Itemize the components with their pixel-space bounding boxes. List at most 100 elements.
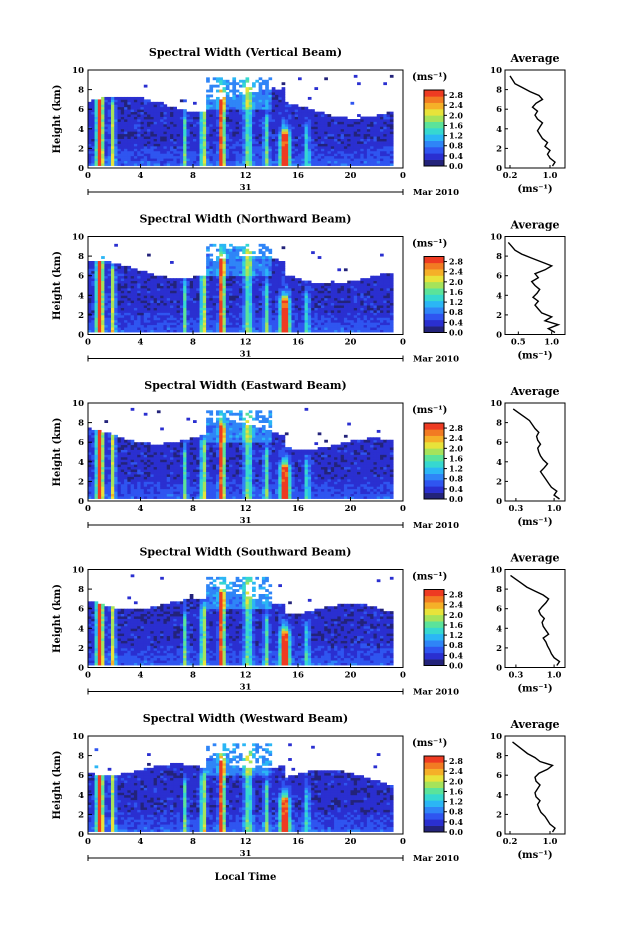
heatmap-cell xyxy=(261,92,266,95)
heatmap-cell xyxy=(252,136,256,139)
average-y-tick-label: 2 xyxy=(496,311,502,321)
heatmap-cell xyxy=(288,283,292,286)
heatmap-cell xyxy=(104,292,109,296)
heatmap-cell xyxy=(373,158,378,162)
heatmap-cell xyxy=(140,138,145,142)
heatmap-cell xyxy=(124,133,128,137)
heatmap-cell xyxy=(173,302,177,306)
heatmap-cell xyxy=(143,302,148,306)
heatmap-cell xyxy=(248,287,253,291)
heatmap-cell xyxy=(380,133,384,137)
heatmap-cell xyxy=(389,133,394,137)
heatmap-cell xyxy=(160,141,164,144)
heatmap-cell xyxy=(147,287,151,291)
heatmap-cell xyxy=(140,119,145,122)
heatmap-cell xyxy=(255,278,260,281)
heatmap-cell xyxy=(298,126,302,130)
heatmap-cell xyxy=(294,292,299,296)
heatmap-cell xyxy=(117,317,122,321)
heatmap-cell xyxy=(219,150,223,154)
x-tick-label: 8 xyxy=(190,338,196,348)
heatmap-cell xyxy=(229,270,233,274)
heatmap-cell xyxy=(265,319,269,323)
heatmap-cell xyxy=(130,99,135,103)
heatmap-cell xyxy=(242,270,246,274)
heatmap-cell xyxy=(265,136,269,139)
heatmap-cell xyxy=(340,133,345,137)
heatmap-cell xyxy=(383,123,387,127)
heatmap-cell xyxy=(163,280,168,284)
heatmap-cell xyxy=(189,302,194,306)
heatmap-cell xyxy=(275,322,279,326)
heatmap-cell xyxy=(363,290,368,294)
heatmap-cell xyxy=(311,300,315,304)
heatmap-cell xyxy=(206,79,210,83)
heatmap-cell xyxy=(324,131,328,135)
heatmap-cell xyxy=(153,302,158,306)
heatmap-cell xyxy=(94,128,99,132)
heatmap-cell xyxy=(291,285,296,289)
heatmap-cell xyxy=(252,292,256,296)
heatmap-cell xyxy=(245,148,250,152)
average-frame xyxy=(504,236,566,335)
heatmap-cell xyxy=(317,322,322,326)
heatmap-cell xyxy=(117,310,122,313)
heatmap-cell xyxy=(193,278,197,281)
heatmap-cell xyxy=(114,114,118,117)
heatmap-cell xyxy=(281,287,286,291)
heatmap-cell xyxy=(311,141,315,144)
heatmap-cell xyxy=(130,163,135,166)
heatmap-cell xyxy=(160,310,164,313)
heatmap-cell xyxy=(294,148,299,152)
heatmap-cell xyxy=(337,300,342,304)
heatmap-cell xyxy=(127,99,132,103)
heatmap-cell xyxy=(160,275,164,279)
heatmap-cell xyxy=(88,141,92,144)
heatmap-cell xyxy=(130,119,135,122)
heatmap-cell xyxy=(360,300,365,304)
heatmap-cell xyxy=(101,292,105,296)
heatmap-cell xyxy=(150,292,155,296)
heatmap-cell xyxy=(107,150,112,154)
heatmap-cell xyxy=(291,126,296,130)
heatmap-cell xyxy=(248,150,253,154)
heatmap-cell xyxy=(255,126,260,130)
heatmap-cell xyxy=(327,131,332,135)
heatmap-cell xyxy=(357,155,361,159)
heatmap-cell xyxy=(311,163,315,166)
heatmap-cell xyxy=(235,116,240,120)
heatmap-cell xyxy=(166,153,171,157)
heatmap-cell xyxy=(97,292,102,296)
heatmap-cell xyxy=(307,324,312,328)
heatmap-cell xyxy=(101,278,105,281)
heatmap-cell xyxy=(124,280,128,284)
heatmap-cell xyxy=(94,317,99,321)
heatmap-cell xyxy=(271,322,276,326)
heatmap-cell xyxy=(320,131,325,135)
heatmap-cell xyxy=(278,263,282,267)
heatmap-cell xyxy=(275,150,279,154)
heatmap-cell xyxy=(209,287,214,291)
heatmap-cell xyxy=(278,314,282,318)
heatmap-cell xyxy=(209,278,214,281)
heatmap-cell xyxy=(170,126,174,130)
heatmap-cell xyxy=(202,319,207,323)
heatmap-cell xyxy=(153,133,158,137)
heatmap-cell xyxy=(357,300,361,304)
heatmap-cell xyxy=(347,150,351,154)
heatmap-cell xyxy=(311,131,315,135)
heatmap-cell xyxy=(353,126,358,130)
heatmap-cell xyxy=(150,145,155,149)
heatmap-cell xyxy=(275,96,279,100)
heatmap-cell xyxy=(124,329,128,333)
heatmap-cell xyxy=(170,307,174,311)
heatmap-cell xyxy=(242,133,246,137)
heatmap-cell xyxy=(212,121,217,125)
heatmap-cell xyxy=(97,119,102,122)
heatmap-cell xyxy=(147,121,151,125)
heatmap-cell xyxy=(255,94,260,98)
heatmap-cell xyxy=(189,297,194,301)
heatmap-cell xyxy=(110,131,115,135)
heatmap-cell xyxy=(140,283,145,286)
heatmap-cell xyxy=(389,324,394,328)
